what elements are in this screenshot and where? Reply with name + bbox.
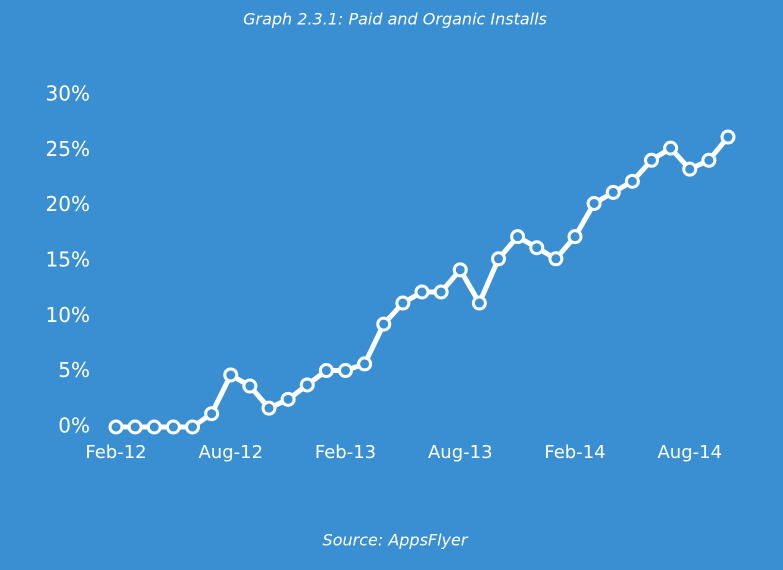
point [204, 406, 220, 422]
point [644, 152, 659, 168]
x-tick-label: Feb-13 [315, 442, 376, 463]
point [357, 356, 373, 372]
point [376, 316, 392, 332]
point [624, 173, 640, 189]
point [548, 251, 564, 267]
point [605, 184, 621, 200]
y-tick-label: 10% [46, 303, 90, 327]
y-tick-label: 15% [46, 248, 90, 272]
point [567, 229, 583, 245]
point [318, 363, 334, 379]
point [586, 195, 602, 211]
point [338, 363, 353, 379]
point [414, 284, 430, 300]
point [261, 400, 277, 416]
point [452, 262, 468, 278]
point [682, 161, 698, 177]
source: Source: AppsFlyer [323, 531, 469, 550]
x-tick-label: Aug-13 [428, 442, 493, 463]
x-tick-label: Aug-14 [657, 442, 722, 463]
point [395, 295, 411, 311]
x-tick-label: Aug-12 [198, 442, 263, 463]
x-tick-label: Feb-12 [85, 442, 146, 463]
chart-title: Graph 2.3.1: Paid and Organic Installs [243, 10, 547, 29]
point [701, 152, 717, 168]
point [433, 284, 449, 300]
y-tick-label: 30% [46, 82, 90, 106]
point [280, 391, 296, 407]
point [299, 377, 315, 393]
point [242, 378, 258, 394]
x-tick-label: Feb-14 [544, 442, 605, 463]
point [185, 419, 200, 435]
point [720, 129, 736, 145]
point [127, 419, 143, 435]
point [146, 419, 162, 435]
point [471, 295, 487, 311]
point [223, 367, 239, 383]
y-tick-label: 5% [58, 358, 90, 382]
point [491, 251, 506, 267]
y-tick-label: 25% [46, 137, 90, 161]
point [663, 140, 679, 156]
y-tick-label: 20% [46, 192, 90, 216]
point [529, 240, 545, 256]
point [108, 419, 124, 435]
point [165, 419, 181, 435]
point [510, 229, 526, 245]
y-tick-label: 0% [58, 414, 90, 438]
